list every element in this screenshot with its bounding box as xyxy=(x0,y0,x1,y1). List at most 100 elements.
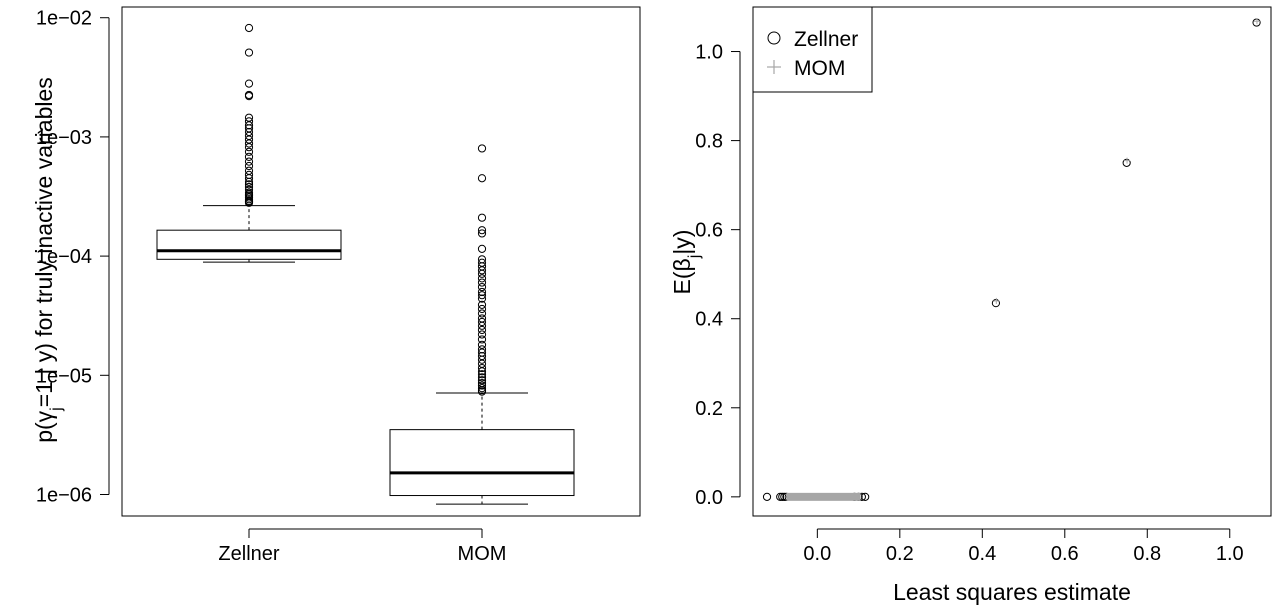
outlier-point xyxy=(477,355,487,364)
boxplot-panel: 1e−06 1e−05 1e−04 1e−03 1e−02 Zellner MOM p(γ… xyxy=(31,6,641,565)
outlier-point xyxy=(244,166,254,175)
y-tick-label: 1e−03 xyxy=(36,127,92,149)
mom-point xyxy=(1124,157,1131,164)
legend-mom-label: MOM xyxy=(794,57,845,80)
label-subscript: j xyxy=(48,407,65,412)
outlier-point xyxy=(477,174,487,183)
outlier-point xyxy=(244,91,254,101)
series-mom xyxy=(786,18,1260,501)
outlier-point xyxy=(244,185,254,194)
mom-point xyxy=(993,297,1000,304)
y-tick-label: 0.8 xyxy=(695,131,723,153)
scatter-points xyxy=(762,18,1261,501)
outlier-point xyxy=(477,325,487,335)
outlier-point xyxy=(477,367,487,376)
outlier-point xyxy=(477,387,487,396)
outlier-point xyxy=(477,269,487,278)
outlier-point xyxy=(477,317,487,327)
outlier-point xyxy=(477,384,487,393)
outlier-point xyxy=(477,229,487,238)
outlier-point xyxy=(244,23,254,33)
outlier-point xyxy=(244,143,254,152)
label-part: |y) xyxy=(669,230,695,255)
outlier-point xyxy=(244,147,254,156)
box-zellner xyxy=(156,23,342,263)
mom-point xyxy=(1253,18,1260,25)
outlier-point xyxy=(244,152,254,161)
scatter-y-axis-label: E(βj|y) xyxy=(669,230,703,295)
box-iqr xyxy=(156,229,342,260)
outlier-point xyxy=(477,274,487,283)
zellner-point xyxy=(776,492,785,501)
outlier-point xyxy=(477,287,487,297)
outlier-point xyxy=(477,278,487,287)
outlier-point xyxy=(477,266,487,275)
scatter-plot-frame xyxy=(752,6,1272,517)
label-part: E( xyxy=(669,271,695,294)
zellner-point xyxy=(778,492,787,501)
y-tick-label: 0.2 xyxy=(695,398,723,420)
outlier-point xyxy=(477,282,487,292)
label-symbol: β xyxy=(669,258,695,271)
x-tick-label: 0.0 xyxy=(803,543,831,565)
legend-box xyxy=(752,6,873,93)
outlier-point xyxy=(477,373,487,382)
label-subscript: j xyxy=(686,255,703,260)
outlier-point xyxy=(477,291,487,300)
legend-mom-plus-icon xyxy=(767,60,781,74)
outlier-point xyxy=(244,180,254,189)
y-tick-label: 1e−02 xyxy=(36,8,92,30)
outlier-point xyxy=(477,335,487,344)
outlier-point xyxy=(477,330,487,339)
legend-zellner-circle-icon xyxy=(767,31,781,45)
outlier-point xyxy=(477,294,487,303)
x-tick-label: 1.0 xyxy=(1216,543,1244,565)
boxplot-boxes xyxy=(156,23,575,505)
outlier-point xyxy=(477,144,487,153)
outlier-point xyxy=(477,340,487,349)
scatter-y-axis: 0.0 0.2 0.4 0.6 0.8 1.0 xyxy=(695,42,741,509)
scatter-panel: 0.0 0.2 0.4 0.6 0.8 1.0 0.0 0.2 0.4 0.6 0.8 1.0 Le… xyxy=(669,6,1272,605)
label-part: =1 | y) for truly inactive variables xyxy=(31,77,57,407)
x-tick-label: 0.4 xyxy=(968,543,996,565)
y-tick-label: 1e−04 xyxy=(36,246,92,268)
label-symbol: γ xyxy=(31,410,57,422)
outlier-point xyxy=(477,345,487,354)
outlier-point xyxy=(477,300,487,309)
box-mom xyxy=(389,144,575,505)
x-tick-label: 0.6 xyxy=(1051,543,1079,565)
outlier-point xyxy=(477,304,487,314)
outlier-point xyxy=(477,309,487,318)
outlier-point xyxy=(477,370,487,379)
outlier-point xyxy=(244,157,254,166)
outlier-point xyxy=(244,174,254,183)
y-tick-label: 0.4 xyxy=(695,309,723,331)
label-part: p( xyxy=(31,422,57,443)
scatter-legend: Zellner MOM xyxy=(752,6,873,93)
outlier-point xyxy=(244,121,254,130)
outlier-point xyxy=(477,244,487,253)
outlier-point xyxy=(477,376,487,385)
outlier-point xyxy=(244,48,254,57)
y-tick-label: 0.6 xyxy=(695,220,723,242)
outlier-point xyxy=(477,213,487,222)
scatter-x-axis-label: Least squares estimate xyxy=(893,579,1131,605)
boxplot-y-axis: 1e−06 1e−05 1e−04 1e−03 1e−02 xyxy=(36,8,110,506)
x-tick-label: 0.8 xyxy=(1133,543,1161,565)
outlier-point xyxy=(244,198,254,207)
box-iqr xyxy=(389,429,575,497)
x-tick-label: MOM xyxy=(458,543,507,565)
boxplot-x-axis: Zellner MOM xyxy=(218,528,507,565)
legend-zellner-label: Zellner xyxy=(794,28,858,51)
outlier-point xyxy=(477,363,487,373)
zellner-point xyxy=(861,492,870,501)
mom-dense-band xyxy=(786,492,861,501)
outlier-point xyxy=(244,161,254,171)
outlier-point xyxy=(477,321,487,330)
y-tick-label: 1e−06 xyxy=(36,484,92,506)
outlier-point xyxy=(244,139,254,148)
y-tick-label: 1e−05 xyxy=(36,365,92,387)
x-tick-label: Zellner xyxy=(218,543,279,565)
outlier-point xyxy=(477,226,487,235)
